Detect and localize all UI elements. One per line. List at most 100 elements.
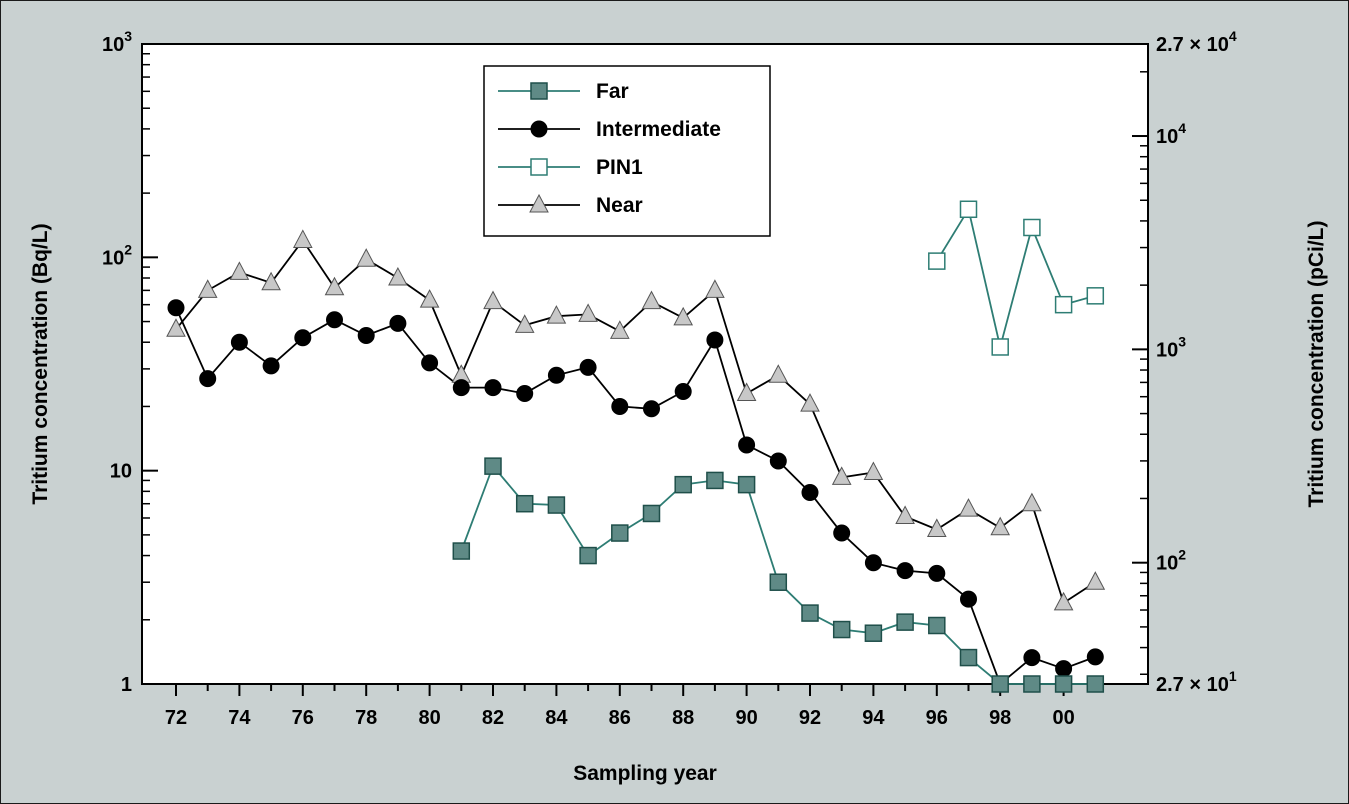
data-point-far (642, 504, 661, 523)
x-tick-label: 84 (545, 707, 568, 729)
data-point-near (292, 229, 313, 248)
right-tick-label: 102 (1156, 547, 1186, 575)
data-point-intermediate (1023, 649, 1041, 667)
data-point-far (484, 457, 502, 475)
x-tick-label: 76 (292, 707, 314, 729)
data-point-intermediate (167, 299, 185, 317)
legend-marker-near (529, 193, 549, 213)
x-tick-label: 94 (862, 707, 885, 729)
data-point-far (864, 624, 883, 642)
left-tick-label: 1 (121, 674, 132, 696)
data-point-far (547, 496, 566, 514)
data-point-intermediate (738, 436, 756, 454)
data-point-near (800, 393, 820, 412)
data-point-pin1 (991, 338, 1009, 356)
legend-marker-far (530, 82, 548, 100)
data-point-intermediate (864, 554, 882, 572)
data-point-far (611, 524, 629, 542)
data-point-intermediate (294, 329, 312, 347)
legend-marker-pin1 (530, 158, 548, 176)
series-line-near (175, 238, 1096, 605)
data-point-near (388, 266, 408, 286)
data-point-near (1085, 571, 1106, 590)
data-point-intermediate (643, 400, 660, 418)
left-tick-label: 10 (110, 461, 132, 483)
data-point-near (990, 516, 1011, 536)
data-point-far (991, 675, 1009, 693)
data-point-intermediate (230, 333, 248, 351)
data-point-intermediate (1086, 648, 1104, 666)
legend-label-far: Far (596, 80, 629, 103)
right-tick-label: 103 (1156, 333, 1186, 361)
x-tick-label: 86 (609, 707, 631, 729)
data-point-near (768, 364, 789, 383)
data-point-intermediate (547, 366, 565, 384)
data-point-far (579, 546, 597, 565)
right-tick-label: 104 (1156, 120, 1186, 148)
data-point-pin1 (1086, 287, 1105, 305)
data-point-far (769, 573, 788, 591)
data-point-pin1 (928, 252, 946, 270)
data-point-near (926, 518, 947, 537)
data-point-intermediate (389, 314, 407, 332)
data-point-far (452, 542, 471, 560)
x-tick-label: 82 (482, 707, 504, 729)
data-point-near (356, 248, 377, 267)
data-point-far (737, 475, 756, 494)
data-point-near (514, 314, 535, 333)
data-point-near (641, 290, 662, 310)
data-point-far (896, 613, 914, 631)
x-tick-label: 90 (735, 707, 757, 729)
data-point-intermediate (262, 357, 280, 375)
data-point-near (895, 505, 915, 524)
data-point-far (674, 475, 692, 494)
data-point-intermediate (452, 379, 470, 397)
data-point-near (483, 290, 503, 310)
legend-marker-intermediate (530, 120, 548, 138)
data-point-pin1 (1054, 295, 1073, 314)
data-point-intermediate (326, 311, 343, 329)
data-point-far (515, 494, 534, 513)
data-point-pin1 (1023, 218, 1041, 237)
left-tick-label: 102 (102, 241, 132, 269)
data-point-near (673, 306, 694, 326)
data-point-far (1054, 675, 1073, 693)
x-tick-label: 74 (228, 707, 251, 729)
x-tick-label: 72 (165, 707, 187, 729)
x-axis-title: Sampling year (573, 762, 717, 785)
x-tick-label: 88 (672, 707, 694, 729)
right-tick-label: 2.7 × 101 (1156, 668, 1237, 696)
data-point-intermediate (579, 358, 597, 376)
data-point-near (261, 271, 281, 291)
left-tick-label: 103 (102, 28, 132, 56)
data-point-intermediate (801, 484, 819, 502)
data-point-intermediate (960, 590, 977, 608)
y-axis-title-right: Tritium concentration (pCi/L) (1305, 221, 1328, 508)
data-point-far (1023, 675, 1041, 693)
right-tick-label: 2.7 × 104 (1156, 28, 1237, 56)
data-point-pin1 (959, 200, 978, 219)
y-axis-title-left: Tritium concentration (Bq/L) (29, 223, 52, 504)
data-point-near (705, 279, 725, 298)
data-point-near (546, 305, 567, 324)
data-point-intermediate (896, 562, 914, 580)
x-tick-label: 98 (989, 707, 1011, 729)
legend-label-intermediate: Intermediate (596, 118, 721, 141)
data-point-near (197, 279, 218, 298)
data-point-far (832, 620, 851, 639)
data-point-intermediate (199, 370, 217, 388)
data-point-intermediate (421, 354, 439, 372)
data-point-intermediate (769, 452, 787, 470)
data-point-near (958, 498, 979, 517)
data-point-near (578, 303, 598, 322)
data-point-intermediate (674, 383, 692, 401)
data-point-far (1086, 675, 1105, 693)
data-point-near (324, 276, 345, 296)
data-point-near (166, 318, 186, 337)
data-point-far (706, 471, 724, 490)
data-point-near (863, 461, 884, 481)
x-tick-label: 92 (799, 707, 821, 729)
x-tick-label: 78 (355, 707, 377, 729)
data-point-near (1053, 591, 1074, 611)
